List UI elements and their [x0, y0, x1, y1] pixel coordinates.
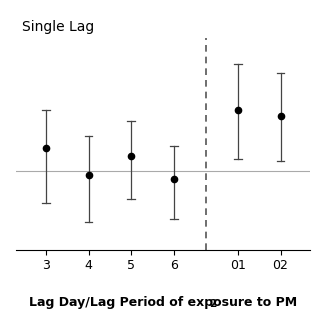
Text: Single Lag: Single Lag [22, 20, 94, 34]
Text: Lag Day/Lag Period of exposure to PM: Lag Day/Lag Period of exposure to PM [29, 296, 297, 309]
Text: 2: 2 [209, 299, 216, 309]
